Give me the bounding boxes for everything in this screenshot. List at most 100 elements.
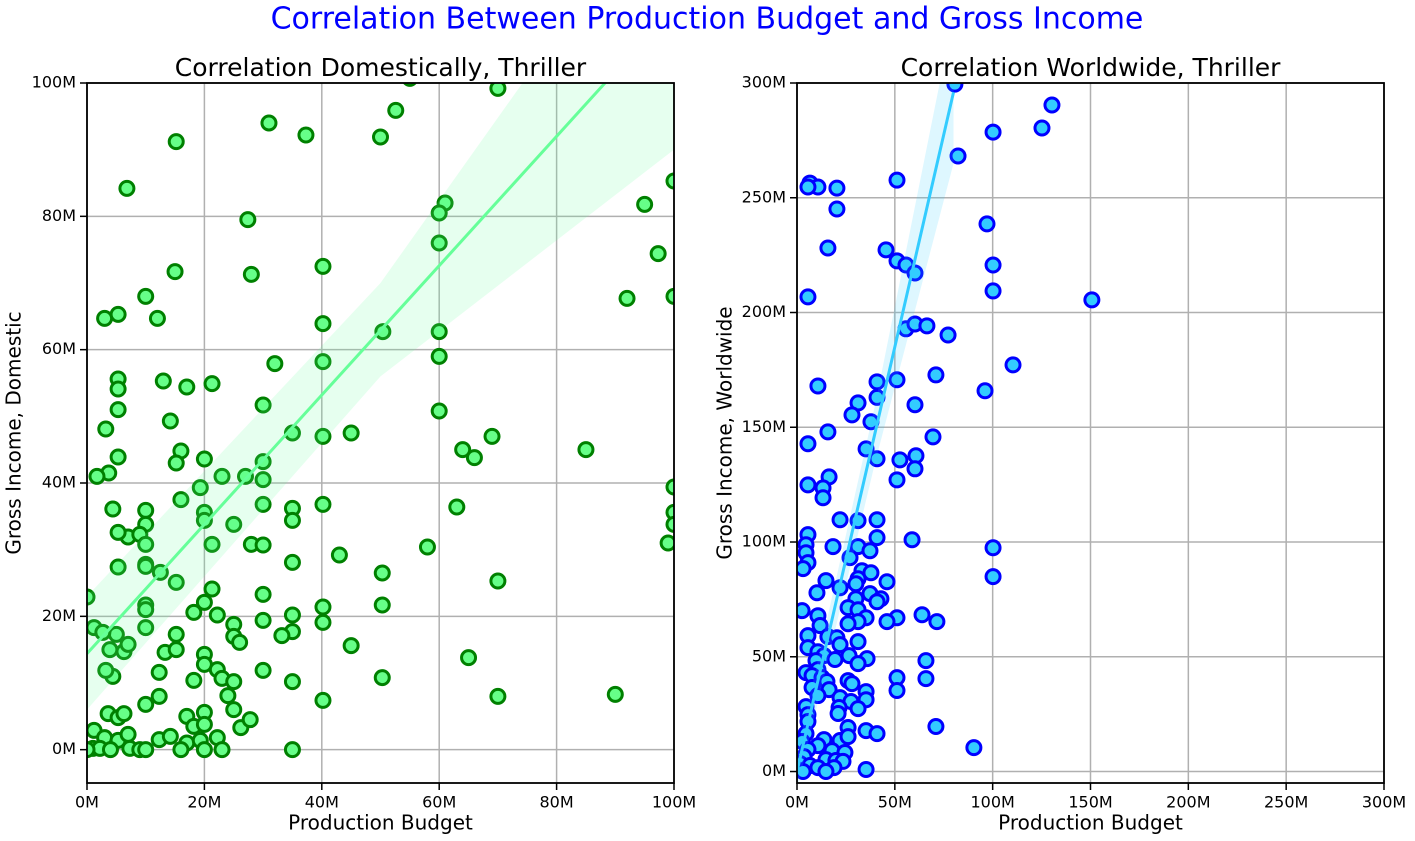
point: [430, 347, 448, 365]
point: [195, 741, 213, 759]
x-tick-label: 40M: [305, 793, 339, 812]
point: [97, 420, 115, 438]
point: [465, 449, 483, 467]
point: [195, 511, 213, 529]
point: [203, 375, 221, 393]
point: [166, 263, 184, 281]
point: [213, 467, 231, 485]
point: [137, 741, 155, 759]
x-tick-label: 300M: [1362, 793, 1406, 812]
point: [868, 593, 886, 611]
y-tick-label: 40M: [42, 473, 76, 492]
point: [208, 606, 226, 624]
point: [88, 467, 106, 485]
point: [150, 687, 168, 705]
point: [137, 557, 155, 575]
point: [374, 323, 392, 341]
point: [283, 606, 301, 624]
y-tick-label: 60M: [42, 339, 76, 358]
plot-area: [797, 83, 1101, 783]
y-axis-label: Gross Income, Worldwide: [713, 306, 737, 559]
point: [857, 760, 875, 778]
point: [927, 718, 945, 736]
point: [342, 424, 360, 442]
point: [195, 450, 213, 468]
point: [195, 715, 213, 733]
point: [618, 289, 636, 307]
point: [826, 651, 844, 669]
point: [891, 451, 909, 469]
subplot-title: Correlation Worldwide, Thriller: [901, 53, 1282, 82]
point: [849, 655, 867, 673]
point: [254, 471, 272, 489]
point: [191, 479, 209, 497]
point: [984, 568, 1002, 586]
point: [297, 126, 315, 144]
x-tick-label: 200M: [1166, 793, 1210, 812]
point: [273, 627, 291, 645]
point: [927, 366, 945, 384]
point: [167, 573, 185, 591]
point: [314, 613, 332, 631]
point: [799, 435, 817, 453]
point: [167, 133, 185, 151]
point: [665, 503, 674, 521]
point: [430, 323, 448, 341]
point: [314, 315, 332, 333]
point: [824, 538, 842, 556]
point: [266, 355, 284, 373]
point: [811, 617, 829, 635]
x-tick-label: 250M: [1264, 793, 1308, 812]
y-axis-label: Gross Income, Domestic: [2, 311, 26, 554]
point: [96, 309, 114, 327]
regression-line: [87, 83, 608, 655]
point: [903, 531, 921, 549]
point: [203, 580, 221, 598]
point: [314, 427, 332, 445]
point: [314, 353, 332, 371]
point: [906, 460, 924, 478]
point: [819, 423, 837, 441]
y-tick-label: 20M: [42, 606, 76, 625]
point: [109, 558, 127, 576]
point: [254, 536, 272, 554]
point: [817, 763, 835, 781]
point: [373, 596, 391, 614]
point: [868, 511, 886, 529]
confidence-band: [87, 83, 674, 710]
point: [225, 673, 243, 691]
point: [104, 500, 122, 518]
point: [236, 467, 254, 485]
point: [939, 326, 957, 344]
point: [314, 691, 332, 709]
point: [254, 585, 272, 603]
point: [1083, 291, 1101, 309]
point: [260, 114, 278, 132]
x-axis-label: Production Budget: [998, 811, 1183, 835]
point: [797, 602, 811, 620]
point: [913, 606, 931, 624]
point: [109, 380, 127, 398]
x-axis-label: Production Budget: [288, 811, 473, 835]
point: [665, 172, 674, 190]
point: [195, 593, 213, 611]
point: [868, 725, 886, 743]
point: [839, 728, 857, 746]
point: [984, 282, 1002, 300]
point: [849, 633, 867, 651]
point: [924, 428, 942, 446]
point: [799, 288, 817, 306]
point: [109, 448, 127, 466]
point: [150, 663, 168, 681]
point: [984, 123, 1002, 141]
point: [809, 377, 827, 395]
point: [917, 670, 935, 688]
point: [949, 147, 967, 165]
point: [101, 741, 119, 759]
point: [665, 478, 674, 496]
y-tick-label: 250M: [742, 187, 786, 206]
y-tick-label: 100M: [742, 532, 786, 551]
point: [119, 725, 137, 743]
point: [430, 402, 448, 420]
